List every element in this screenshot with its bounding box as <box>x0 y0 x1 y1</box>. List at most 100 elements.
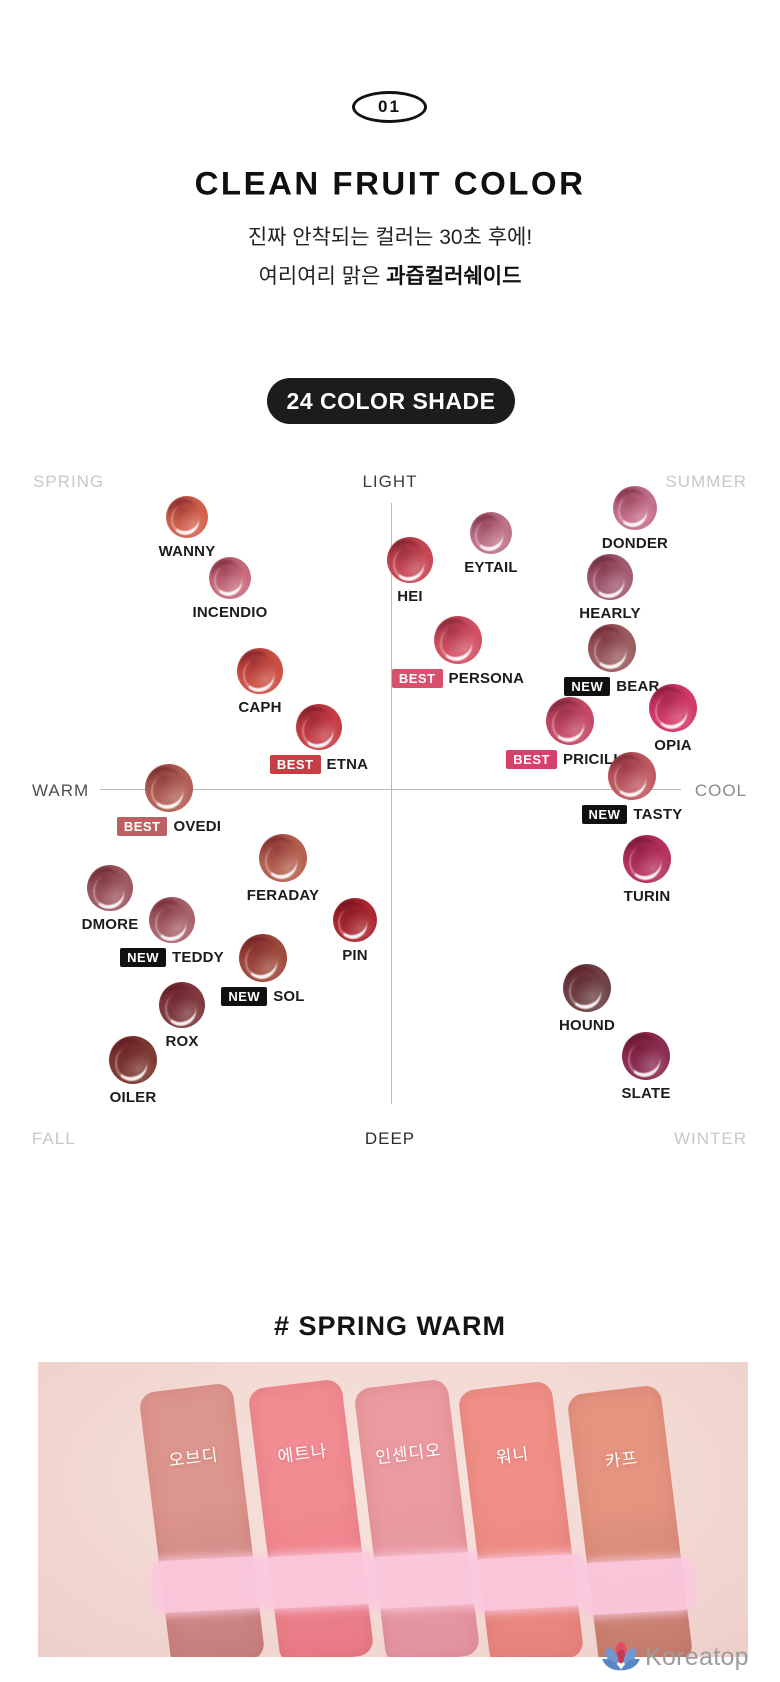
shade-label: PERSONA <box>448 670 525 687</box>
shade-count-pill-label: 24 COLOR SHADE <box>286 387 496 414</box>
corner-label-winter: WINTER <box>673 1129 747 1148</box>
shade-caption-hearly: HEARLY <box>510 605 710 622</box>
shade-swatch-opia <box>649 684 697 732</box>
shade-label: INCENDIO <box>192 604 268 621</box>
shade-swatch-etna <box>296 704 342 750</box>
shade-label: DMORE <box>81 916 139 933</box>
shade-swatch-caph <box>237 648 283 694</box>
shade-caption-slate: SLATE <box>546 1085 746 1102</box>
shade-swatch-pin <box>333 898 377 942</box>
shade-caption-ovedi: BEST OVEDI <box>69 817 269 836</box>
shade-swatch-dmore <box>87 865 133 911</box>
new-badge: NEW <box>581 805 628 824</box>
arm-swatch-strip: 오브디 <box>138 1382 266 1657</box>
page-title: CLEAN FRUIT COLOR <box>194 165 586 202</box>
shade-caption-wanny: WANNY <box>87 543 287 560</box>
shade-swatch-bear <box>588 624 636 672</box>
shade-swatch-hei <box>387 537 433 583</box>
shade-swatch-ovedi <box>145 764 193 812</box>
axis-label-cool: COOL <box>694 781 747 800</box>
shade-caption-etna: BEST ETNA <box>219 755 419 774</box>
shade-caption-eytail: EYTAIL <box>391 559 591 576</box>
shade-label: CAPH <box>238 699 282 716</box>
shade-label: BEAR <box>616 678 660 695</box>
corner-label-spring: SPRING <box>33 472 105 491</box>
shade-swatch-teddy <box>149 897 195 943</box>
arm-swatch-label: 에트나 <box>276 1441 329 1467</box>
shade-swatch-oiler <box>109 1036 157 1084</box>
shade-label: OPIA <box>654 737 692 754</box>
shade-label: WANNY <box>158 543 216 560</box>
new-badge: NEW <box>221 987 268 1006</box>
axis-label-light: LIGHT <box>362 472 418 491</box>
shade-label: SOL <box>273 988 305 1005</box>
best-badge: BEST <box>269 755 321 774</box>
gloss-highlight-band <box>261 1551 375 1610</box>
shade-swatch-slate <box>622 1032 670 1080</box>
shade-swatch-persona <box>434 616 482 664</box>
shade-swatch-wanny <box>166 496 208 538</box>
shade-caption-tasty: NEW TASTY <box>532 805 732 824</box>
shade-swatch-sol <box>239 934 287 982</box>
shade-caption-opia: OPIA <box>573 737 773 754</box>
shade-caption-sol: NEW SOL <box>163 987 363 1006</box>
arm-swatch-strip: 에트나 <box>247 1378 375 1657</box>
arm-swatch-strip: 워니 <box>457 1380 585 1657</box>
shade-caption-bear: NEW BEAR <box>512 677 712 696</box>
gloss-highlight-band <box>367 1551 481 1610</box>
watermark-text: Koreatop <box>645 1643 749 1671</box>
gloss-highlight-band <box>152 1555 266 1614</box>
shade-label: OVEDI <box>173 818 222 835</box>
arm-swatch-label: 워니 <box>494 1444 531 1468</box>
shade-swatch-hearly <box>587 554 633 600</box>
shade-label: PIN <box>342 947 368 964</box>
shade-label: SLATE <box>621 1085 671 1102</box>
shade-swatch-turin <box>623 835 671 883</box>
shade-label: ETNA <box>326 756 369 773</box>
arm-swatch-label: 카프 <box>603 1448 640 1472</box>
section-number-badge: 01 <box>352 91 427 123</box>
shade-caption-pricilla: BEST PRICILLA <box>470 750 670 769</box>
shade-label: TEDDY <box>172 949 224 966</box>
shade-label: DONDER <box>601 535 669 552</box>
subtitle-line-2: 여리여리 맑은 과즙컬러쉐이드 <box>0 260 780 290</box>
shade-swatch-eytail <box>470 512 512 554</box>
vertical-axis-line <box>391 503 392 1104</box>
shade-label: HOUND <box>559 1017 615 1034</box>
shade-swatch-hound <box>563 964 611 1012</box>
axis-label-warm: WARM <box>32 781 90 800</box>
shade-swatch-pricilla <box>546 697 594 745</box>
shade-swatch-rox <box>159 982 205 1028</box>
arm-swatch-strip: 카프 <box>566 1384 694 1657</box>
spring-warm-heading: # SPRING WARM <box>273 1311 507 1341</box>
shade-label: HEI <box>397 588 423 605</box>
horizontal-axis-line <box>100 789 681 790</box>
shade-swatch-tasty <box>608 752 656 800</box>
shade-caption-pin: PIN <box>255 947 455 964</box>
best-badge: BEST <box>116 817 168 836</box>
shade-caption-oiler: OILER <box>33 1089 233 1106</box>
shade-label: ROX <box>165 1033 199 1050</box>
corner-label-fall: FALL <box>32 1129 76 1148</box>
best-badge: BEST <box>391 669 443 688</box>
shade-caption-caph: CAPH <box>160 699 360 716</box>
arm-swatch-label: 인센디오 <box>374 1440 443 1468</box>
subtitle-line-1: 진짜 안착되는 컬러는 30초 후에! <box>247 226 533 249</box>
arm-swatch-label: 오브디 <box>167 1445 220 1471</box>
shade-swatch-feraday <box>259 834 307 882</box>
gloss-highlight-band <box>580 1557 694 1616</box>
shade-caption-hound: HOUND <box>487 1017 687 1034</box>
best-badge: BEST <box>506 750 557 769</box>
shade-label: HEARLY <box>579 605 641 622</box>
shade-caption-hei: HEI <box>310 588 510 605</box>
shade-swatch-donder <box>613 486 657 530</box>
gloss-highlight-band <box>471 1553 585 1612</box>
shade-caption-dmore: DMORE <box>10 916 210 933</box>
new-badge: NEW <box>120 948 166 967</box>
shade-count-pill: 24 COLOR SHADE <box>267 378 515 424</box>
arm-swatch-photo: 오브디 에트나 인센디오 워니 카프 <box>38 1362 748 1657</box>
shade-label: TURIN <box>623 888 671 905</box>
subtitle-line-2-normal: 여리여리 맑은 <box>258 265 387 288</box>
shade-caption-incendio: INCENDIO <box>130 604 330 621</box>
watermark: Koreatop <box>600 1638 749 1677</box>
